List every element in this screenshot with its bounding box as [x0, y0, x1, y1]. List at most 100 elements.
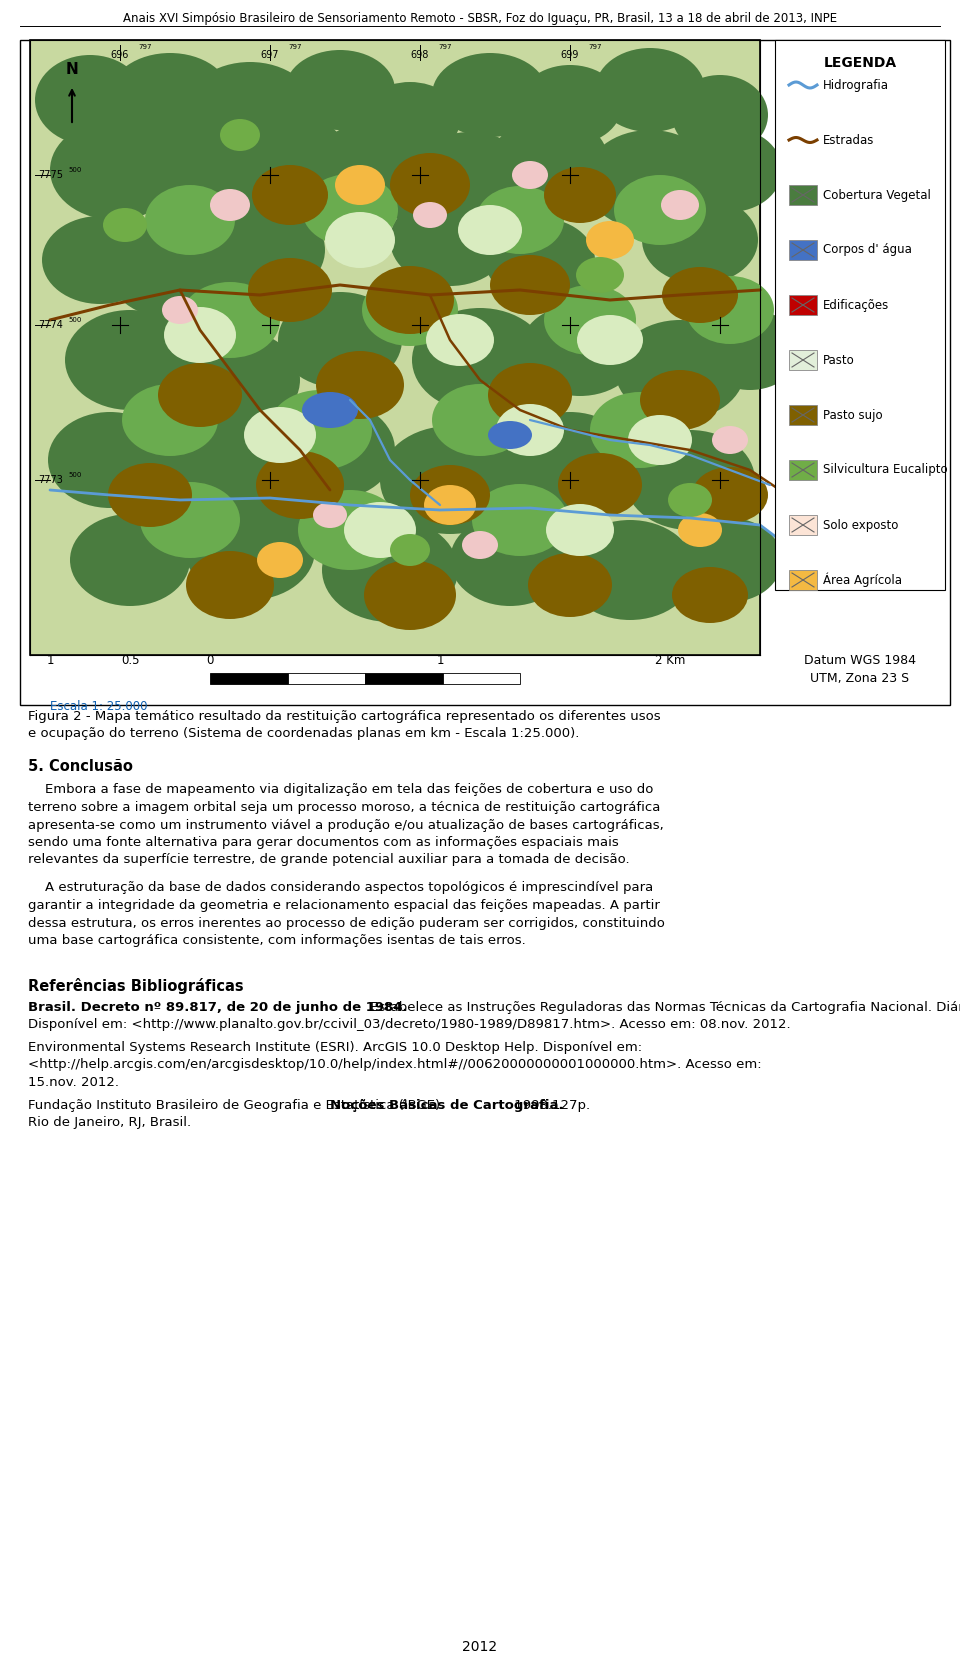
Ellipse shape — [108, 222, 232, 318]
Text: Edificações: Edificações — [823, 298, 889, 311]
Text: 699: 699 — [561, 50, 579, 60]
Ellipse shape — [662, 266, 738, 323]
Ellipse shape — [230, 116, 350, 205]
Bar — [789, 405, 817, 425]
Text: 2 Km: 2 Km — [655, 653, 685, 667]
Ellipse shape — [496, 404, 564, 457]
Ellipse shape — [268, 390, 372, 470]
Ellipse shape — [678, 513, 722, 547]
Ellipse shape — [312, 121, 448, 220]
Ellipse shape — [678, 518, 782, 602]
Text: Estabelece as Instruções Reguladoras das Normas Técnicas da Cartografia Nacional: Estabelece as Instruções Reguladoras das… — [366, 1001, 960, 1014]
Ellipse shape — [110, 53, 230, 137]
Ellipse shape — [122, 384, 218, 457]
Text: Pasto: Pasto — [823, 354, 854, 367]
Ellipse shape — [48, 412, 172, 508]
Ellipse shape — [412, 308, 548, 412]
Ellipse shape — [432, 53, 548, 137]
Ellipse shape — [642, 197, 758, 284]
Ellipse shape — [512, 160, 548, 189]
Text: 696: 696 — [110, 50, 130, 60]
Ellipse shape — [140, 481, 240, 557]
Ellipse shape — [518, 65, 622, 146]
Ellipse shape — [558, 453, 642, 518]
Ellipse shape — [103, 208, 147, 241]
Ellipse shape — [472, 485, 568, 556]
Ellipse shape — [185, 500, 315, 600]
Text: Embora a fase de mapeamento via digitalização em tela das feições de cobertura e: Embora a fase de mapeamento via digitali… — [28, 784, 654, 797]
Ellipse shape — [488, 362, 572, 427]
Text: <http://help.arcgis.com/en/arcgisdesktop/10.0/help/index.html#//0062000000000100: <http://help.arcgis.com/en/arcgisdesktop… — [28, 1059, 761, 1072]
Text: 5. Conclusão: 5. Conclusão — [28, 759, 132, 774]
Ellipse shape — [672, 74, 768, 155]
Ellipse shape — [145, 185, 235, 255]
Text: 797: 797 — [588, 45, 602, 50]
Bar — [789, 185, 817, 205]
Ellipse shape — [544, 167, 616, 223]
Ellipse shape — [426, 314, 494, 366]
Ellipse shape — [70, 514, 190, 605]
Text: dessa estrutura, os erros inerentes ao processo de edição puderam ser corrigidos: dessa estrutura, os erros inerentes ao p… — [28, 916, 665, 930]
Text: 797: 797 — [138, 45, 152, 50]
Ellipse shape — [410, 465, 490, 524]
Bar — [789, 294, 817, 314]
Ellipse shape — [476, 185, 564, 255]
Text: 7773: 7773 — [38, 475, 62, 485]
Bar — [443, 673, 520, 685]
Text: relevantes da superfície terrestre, de grande potencial auxiliar para a tomada d: relevantes da superfície terrestre, de g… — [28, 853, 630, 867]
Ellipse shape — [628, 415, 692, 465]
Ellipse shape — [325, 212, 395, 268]
Ellipse shape — [595, 48, 705, 132]
Ellipse shape — [488, 422, 532, 448]
Ellipse shape — [700, 309, 800, 390]
Ellipse shape — [424, 485, 476, 524]
Ellipse shape — [298, 490, 402, 571]
Ellipse shape — [256, 452, 344, 519]
Text: Disponível em: <http://www.planalto.gov.br/ccivil_03/decreto/1980-1989/D89817.ht: Disponível em: <http://www.planalto.gov.… — [28, 1017, 791, 1030]
Ellipse shape — [278, 293, 402, 389]
Text: Pasto sujo: Pasto sujo — [823, 409, 882, 422]
Ellipse shape — [390, 154, 470, 217]
Ellipse shape — [362, 275, 458, 346]
Ellipse shape — [142, 418, 278, 523]
Ellipse shape — [322, 518, 458, 622]
Text: Referências Bibliográficas: Referências Bibliográficas — [28, 978, 244, 994]
Ellipse shape — [544, 284, 636, 356]
Text: apresenta-se como um instrumento viável a produção e/ou atualização de bases car: apresenta-se como um instrumento viável … — [28, 819, 663, 832]
Ellipse shape — [335, 165, 385, 205]
Ellipse shape — [344, 503, 416, 557]
Bar — [287, 673, 365, 685]
Text: 1998.127p.: 1998.127p. — [510, 1098, 590, 1111]
Ellipse shape — [668, 483, 712, 518]
Bar — [789, 514, 817, 534]
Text: Solo exposto: Solo exposto — [823, 518, 899, 531]
Text: Rio de Janeiro, RJ, Brasil.: Rio de Janeiro, RJ, Brasil. — [28, 1116, 191, 1130]
Ellipse shape — [185, 61, 315, 159]
Text: Cobertura Vegetal: Cobertura Vegetal — [823, 189, 931, 202]
Ellipse shape — [220, 119, 260, 151]
Text: Corpos d' água: Corpos d' água — [823, 243, 912, 256]
Ellipse shape — [576, 256, 624, 293]
Ellipse shape — [302, 392, 358, 428]
Text: 7775: 7775 — [38, 170, 63, 180]
Bar — [789, 460, 817, 480]
Ellipse shape — [390, 534, 430, 566]
Ellipse shape — [528, 552, 612, 617]
Bar — [365, 673, 443, 685]
Ellipse shape — [590, 392, 690, 468]
Ellipse shape — [380, 427, 520, 534]
Text: Figura 2 - Mapa temático resultado da restituição cartográfica representado os d: Figura 2 - Mapa temático resultado da re… — [28, 710, 660, 723]
Text: uma base cartográfica consistente, com informações isentas de tais erros.: uma base cartográfica consistente, com i… — [28, 935, 526, 948]
Ellipse shape — [130, 127, 270, 232]
Text: Anais XVI Simpósio Brasileiro de Sensoriamento Remoto - SBSR, Foz do Iguaçu, PR,: Anais XVI Simpósio Brasileiro de Sensori… — [123, 12, 837, 25]
Bar — [30, 40, 760, 655]
Ellipse shape — [158, 362, 242, 427]
Ellipse shape — [586, 222, 634, 260]
Ellipse shape — [364, 561, 456, 630]
Bar — [789, 351, 817, 370]
Ellipse shape — [42, 217, 158, 304]
Text: garantir a integridade da geometria e relacionamento espacial das feições mapead: garantir a integridade da geometria e re… — [28, 900, 660, 911]
Bar — [20, 40, 950, 705]
Ellipse shape — [462, 531, 498, 559]
Text: UTM, Zona 23 S: UTM, Zona 23 S — [810, 672, 909, 685]
